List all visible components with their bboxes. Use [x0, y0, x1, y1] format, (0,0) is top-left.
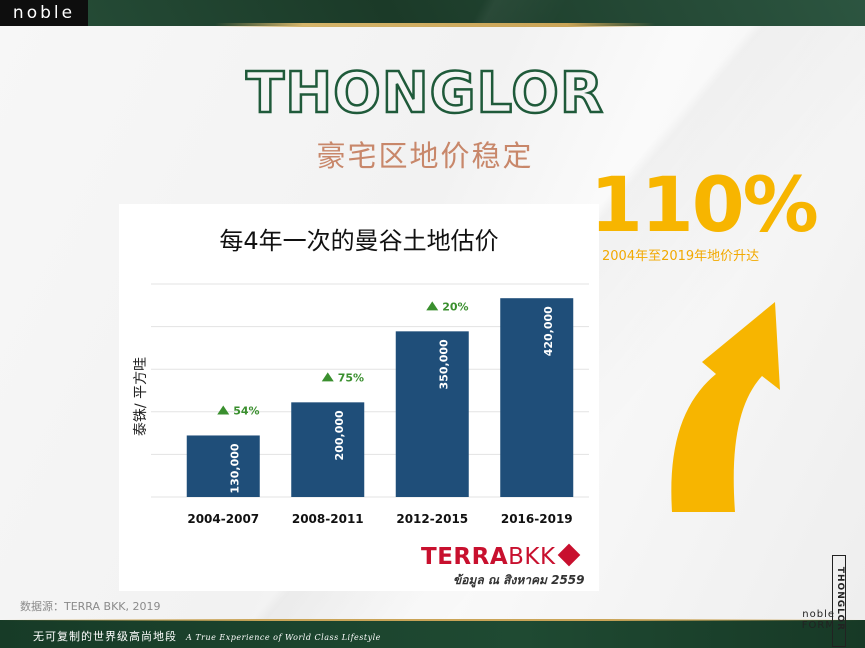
noble-form-line-1: noble	[802, 609, 835, 620]
footer-tagline-cn: 无可复制的世界级高尚地段	[33, 630, 177, 643]
footer-band	[0, 620, 865, 648]
terrabkk-diamond-icon	[557, 543, 581, 567]
growth-label: 20%	[442, 300, 468, 313]
terrabkk-note: ข้อมูล ณ สิงหาคม 2559	[453, 573, 585, 587]
noble-form-line-2: FORM	[801, 620, 835, 631]
bar-2016-2019	[500, 298, 574, 497]
category-label: 2016-2019	[501, 512, 573, 526]
bar-value-label: 420,000	[542, 306, 555, 356]
bar-2012-2015	[395, 331, 469, 497]
chart-card: 每4年一次的曼谷土地估价 泰铢/ 平方哇 130,000 2004-2007 200,…	[119, 204, 599, 591]
bar-value-label: 130,000	[228, 443, 241, 493]
top-gold-line	[215, 23, 655, 27]
footer-tagline: 无可复制的世界级高尚地段 A True Experience of World …	[33, 628, 381, 644]
brand-logo: noble	[0, 0, 88, 26]
y-axis-label: 泰铢/ 平方哇	[133, 357, 149, 436]
bar-chart: 泰铢/ 平方哇 130,000 2004-2007 200,000 2008-2011 3…	[133, 283, 589, 526]
thonglor-vertical-mark: THONGLOR	[832, 555, 846, 647]
bar-2004-2007	[186, 435, 260, 497]
growth-up-icon	[217, 405, 230, 415]
growth-label: 54%	[233, 404, 259, 417]
bar-value-label: 350,000	[437, 339, 450, 389]
bar-2008-2011	[291, 402, 365, 497]
category-label: 2012-2015	[396, 512, 468, 526]
chart-title: 每4年一次的曼谷土地估价	[219, 227, 499, 255]
growth-label: 75%	[338, 371, 364, 384]
data-source: 数据源：TERRA BKK, 2019	[20, 600, 161, 613]
growth-percent: 110%	[590, 160, 819, 249]
growth-up-icon	[321, 372, 334, 382]
growth-up-icon	[426, 301, 439, 311]
terrabkk-logo-sub: BKK	[508, 544, 556, 570]
up-arrow-icon	[671, 302, 780, 512]
thonglor-vertical-text: THONGLOR	[835, 566, 845, 632]
category-label: 2008-2011	[292, 512, 364, 526]
noble-form-logo: noble FORM	[793, 609, 835, 631]
page-title: THONGLOR	[245, 60, 604, 127]
terrabkk-logo: TERRABKK ข้อมูล ณ สิงหาคม 2559	[421, 543, 591, 590]
page-subtitle: 豪宅区地价稳定	[316, 139, 534, 173]
bar-value-label: 200,000	[333, 410, 346, 460]
category-label: 2004-2007	[187, 512, 259, 526]
growth-caption: 2004年至2019年地价升达	[602, 249, 760, 264]
terrabkk-logo-main: TERRA	[421, 544, 509, 570]
footer-tagline-en: A True Experience of World Class Lifesty…	[186, 633, 381, 642]
footer-gold-line	[0, 619, 865, 621]
